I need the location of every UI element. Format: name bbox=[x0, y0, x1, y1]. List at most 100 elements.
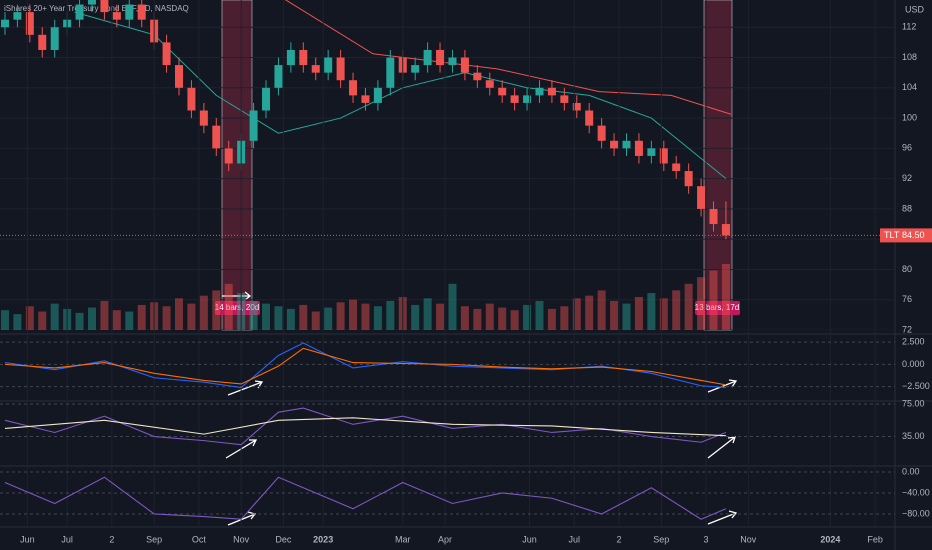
volume-bar bbox=[336, 302, 345, 330]
candle-body bbox=[25, 12, 34, 35]
volume-bar bbox=[460, 306, 469, 330]
x-tick-label: 2023 bbox=[313, 534, 333, 544]
volume-bar bbox=[311, 311, 320, 330]
moving-average bbox=[284, 0, 732, 115]
volume-bar bbox=[175, 298, 183, 330]
volume-bar bbox=[684, 283, 693, 330]
y-tick-label: 88 bbox=[902, 203, 912, 213]
y-tick-label: 72 bbox=[902, 324, 912, 334]
y-tick-label: 112 bbox=[902, 22, 916, 32]
candle-body bbox=[547, 87, 556, 96]
volume-bar bbox=[286, 308, 295, 330]
candle-body bbox=[324, 57, 333, 73]
candle-body bbox=[75, 4, 84, 20]
candle-body bbox=[361, 95, 370, 103]
volume-bar bbox=[324, 307, 333, 330]
x-tick-label: 2 bbox=[109, 534, 114, 544]
candle-body bbox=[684, 171, 693, 187]
candle-body bbox=[175, 65, 183, 88]
x-tick-label: Nov bbox=[740, 534, 757, 544]
x-tick-label: Apr bbox=[438, 534, 452, 544]
y-tick-label: −80.00 bbox=[902, 508, 930, 518]
candle-body bbox=[610, 140, 619, 149]
volume-bar bbox=[187, 303, 196, 330]
y-tick-label: 75.00 bbox=[902, 398, 925, 408]
volume-bar bbox=[647, 293, 656, 330]
indicator-line bbox=[4, 476, 727, 520]
volume-bar bbox=[572, 298, 581, 330]
volume-bar bbox=[411, 304, 420, 330]
panel: 0.00 −40.00 −80.00 bbox=[0, 466, 930, 520]
candle-body bbox=[572, 102, 581, 111]
volume-bar bbox=[386, 300, 395, 330]
volume-bar bbox=[373, 306, 382, 330]
candle-body bbox=[411, 65, 420, 73]
candle-body bbox=[560, 95, 569, 103]
volume-bar bbox=[535, 300, 544, 330]
candle-body bbox=[224, 148, 233, 164]
volume-bar bbox=[485, 303, 494, 330]
candle-body bbox=[373, 87, 382, 103]
x-tick-label: Mar bbox=[395, 534, 411, 544]
candle-body bbox=[622, 140, 631, 149]
candle-body bbox=[137, 4, 146, 20]
volume-bar bbox=[697, 277, 706, 330]
candle-body bbox=[349, 80, 358, 96]
volume-bar bbox=[547, 308, 556, 330]
volume-bar bbox=[75, 312, 84, 330]
volume-bar bbox=[585, 295, 594, 330]
candle-body bbox=[336, 57, 345, 81]
last-price-box bbox=[880, 228, 932, 243]
volume-bar bbox=[87, 307, 96, 330]
y-tick-label: 96 bbox=[902, 143, 912, 153]
y-tick-label: 80 bbox=[902, 264, 912, 274]
candle-body bbox=[460, 57, 469, 73]
candle-body bbox=[523, 95, 532, 103]
candle-body bbox=[274, 65, 283, 88]
volume-bar bbox=[100, 300, 109, 330]
volume-bar bbox=[274, 306, 283, 330]
candle-body bbox=[286, 49, 295, 66]
volume-bar bbox=[610, 300, 619, 330]
x-tick-label: Jul bbox=[61, 534, 73, 544]
volume-bar bbox=[162, 306, 171, 330]
volume-bar bbox=[510, 310, 519, 330]
chart-title: iShares 20+ Year Treasury Bond ETF, 1D, … bbox=[4, 4, 189, 13]
candle-body bbox=[473, 72, 482, 81]
last-price-label: 84.50 bbox=[902, 230, 925, 240]
y-tick-label: 0.00 bbox=[902, 466, 920, 476]
volume-bar bbox=[473, 308, 482, 330]
x-tick-label: Nov bbox=[233, 534, 250, 544]
volume-bar bbox=[523, 304, 532, 330]
volume-bar bbox=[659, 298, 668, 330]
indicator-line bbox=[4, 407, 727, 446]
candle-body bbox=[199, 110, 208, 126]
volume-bar bbox=[423, 298, 432, 330]
x-tick-label: 2024 bbox=[820, 534, 840, 544]
volume-bar bbox=[199, 295, 208, 330]
x-tick-label: Sep bbox=[653, 534, 669, 544]
volume-bar bbox=[498, 307, 507, 330]
candle-body bbox=[212, 125, 221, 149]
y-tick-label: 104 bbox=[902, 82, 917, 92]
candle-body bbox=[535, 87, 544, 96]
volume-bar bbox=[597, 290, 606, 330]
candle-body bbox=[112, 12, 121, 20]
candle-body bbox=[485, 80, 494, 88]
candle-body bbox=[721, 224, 730, 236]
volume-bar bbox=[622, 303, 631, 330]
volume-bar bbox=[38, 311, 47, 330]
candle-body bbox=[311, 65, 320, 73]
y-tick-label: 100 bbox=[902, 112, 917, 122]
plot bbox=[0, 341, 895, 389]
volume-bar bbox=[361, 303, 370, 330]
volume-bar bbox=[560, 306, 569, 330]
volume-bar bbox=[137, 304, 146, 330]
y-tick-label: −2.500 bbox=[902, 381, 930, 391]
candle-body bbox=[448, 57, 457, 66]
y-tick-label: 0.000 bbox=[902, 359, 925, 369]
range-box[interactable] bbox=[221, 0, 253, 331]
range-label-box bbox=[215, 301, 260, 315]
volume-bar bbox=[50, 303, 59, 330]
candle-body bbox=[510, 95, 519, 103]
